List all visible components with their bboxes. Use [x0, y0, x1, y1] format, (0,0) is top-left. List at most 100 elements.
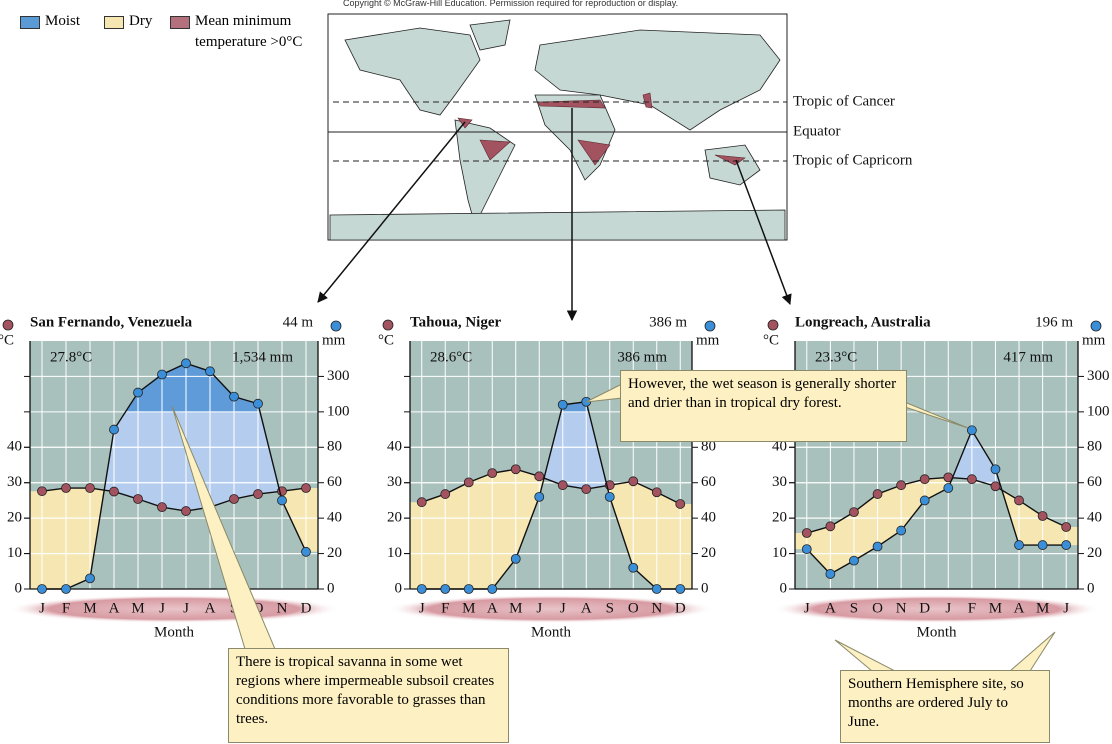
y2-tick-label: 100	[327, 403, 350, 419]
legend-swatch	[20, 16, 40, 29]
data-point	[510, 553, 521, 564]
x-tick-label: M	[131, 600, 144, 616]
elevation: 196 m	[1035, 314, 1073, 330]
pointer	[834, 639, 896, 672]
data-point	[849, 555, 859, 566]
x-tick-label: N	[896, 600, 907, 616]
data-point	[301, 546, 311, 557]
data-point	[990, 481, 1001, 492]
savanna	[577, 139, 611, 166]
series-key	[2, 319, 14, 331]
y-tick-label: 10	[387, 545, 402, 561]
y2-tick-label: 300	[1087, 368, 1110, 384]
data-point	[1061, 540, 1072, 550]
data-point	[1014, 495, 1024, 506]
x-tick-label: J	[945, 600, 951, 616]
mean-temperature: 27.8°C	[50, 349, 92, 365]
chart-title: Longreach, Australia	[795, 314, 931, 330]
data-point	[37, 486, 47, 497]
data-point	[966, 474, 977, 485]
data-point	[440, 489, 451, 499]
x-tick-label: A	[825, 600, 836, 616]
y2-tick-label: 60	[1087, 474, 1102, 490]
y2-tick-label: 0	[327, 580, 335, 596]
data-point	[301, 483, 311, 493]
x-tick-label: N	[651, 600, 662, 616]
data-point	[416, 584, 427, 594]
data-point	[85, 483, 95, 493]
y2-axis-label: mm	[322, 332, 346, 348]
x-tick-label: D	[919, 600, 930, 616]
mean-temperature: 28.6°C	[430, 349, 472, 365]
world-map: Tropic of Cancer Equator Tropic of Capri…	[317, 13, 913, 322]
y2-tick-label: 100	[1087, 403, 1110, 419]
annual-precipitation: 386 mm	[617, 349, 667, 365]
mean-temperature: 23.3°C	[815, 349, 857, 365]
data-point	[85, 573, 95, 584]
data-point	[37, 584, 47, 594]
x-tick-label: A	[205, 600, 216, 616]
data-point	[205, 366, 215, 377]
x-tick-label: J	[560, 600, 566, 616]
data-point	[229, 494, 239, 504]
charts: 010203040020406080100300JFMAMJJASONDMont…	[0, 314, 1110, 640]
month-band	[388, 595, 714, 623]
map-label: Equator	[793, 123, 840, 139]
savanna	[642, 92, 653, 109]
y-axis-label: °C	[763, 332, 779, 348]
data-point	[825, 521, 836, 532]
data-point	[277, 495, 287, 506]
data-point	[61, 584, 71, 594]
map-label: Tropic of Cancer	[793, 93, 895, 109]
x-tick-label: A	[1014, 600, 1025, 616]
y2-tick-label: 20	[701, 545, 716, 561]
data-point	[253, 489, 263, 499]
data-point	[133, 387, 143, 398]
x-tick-label: M	[462, 600, 475, 616]
data-point	[872, 489, 883, 499]
moist-area	[30, 363, 318, 512]
y2-tick-label: 40	[327, 510, 342, 526]
climate-diagram: 010203040020406080100300JFMAMJJASONDMont…	[378, 314, 724, 640]
data-point	[801, 528, 812, 538]
y2-tick-label: 60	[327, 474, 342, 490]
x-tick-label: O	[628, 600, 639, 616]
data-point	[510, 464, 521, 475]
x-tick-label: O	[872, 600, 883, 616]
elevation: 44 m	[283, 314, 314, 330]
y2-tick-label: 80	[327, 439, 342, 455]
x-tick-label: S	[850, 600, 858, 616]
map-label: Tropic of Capricorn	[793, 152, 913, 168]
data-point	[675, 584, 686, 594]
data-point	[557, 399, 568, 410]
series-key	[704, 320, 716, 332]
data-point	[966, 425, 977, 436]
data-point	[229, 391, 239, 402]
data-point	[604, 491, 615, 502]
y2-tick-label: 80	[1087, 439, 1102, 455]
data-point	[651, 584, 662, 594]
x-tick-label: D	[675, 600, 686, 616]
y2-axis-label: mm	[696, 332, 720, 348]
data-point	[534, 491, 545, 502]
x-tick-label: A	[581, 600, 592, 616]
x-tick-label: F	[968, 600, 976, 616]
y-tick-label: 30	[387, 474, 402, 490]
data-point	[181, 506, 191, 516]
data-point	[487, 584, 498, 594]
y-tick-label: 0	[780, 580, 788, 596]
month-band	[773, 595, 1100, 623]
series-key	[1090, 320, 1102, 332]
x-tick-label: F	[62, 600, 70, 616]
legend-label: Dry	[129, 13, 153, 29]
x-tick-label: M	[1036, 600, 1049, 616]
y2-tick-label: 0	[1087, 580, 1095, 596]
data-point	[896, 480, 907, 491]
data-point	[133, 494, 143, 504]
land	[344, 27, 481, 116]
data-point	[181, 358, 191, 369]
arrow	[317, 121, 466, 303]
data-point	[581, 484, 592, 494]
data-point	[896, 525, 907, 536]
